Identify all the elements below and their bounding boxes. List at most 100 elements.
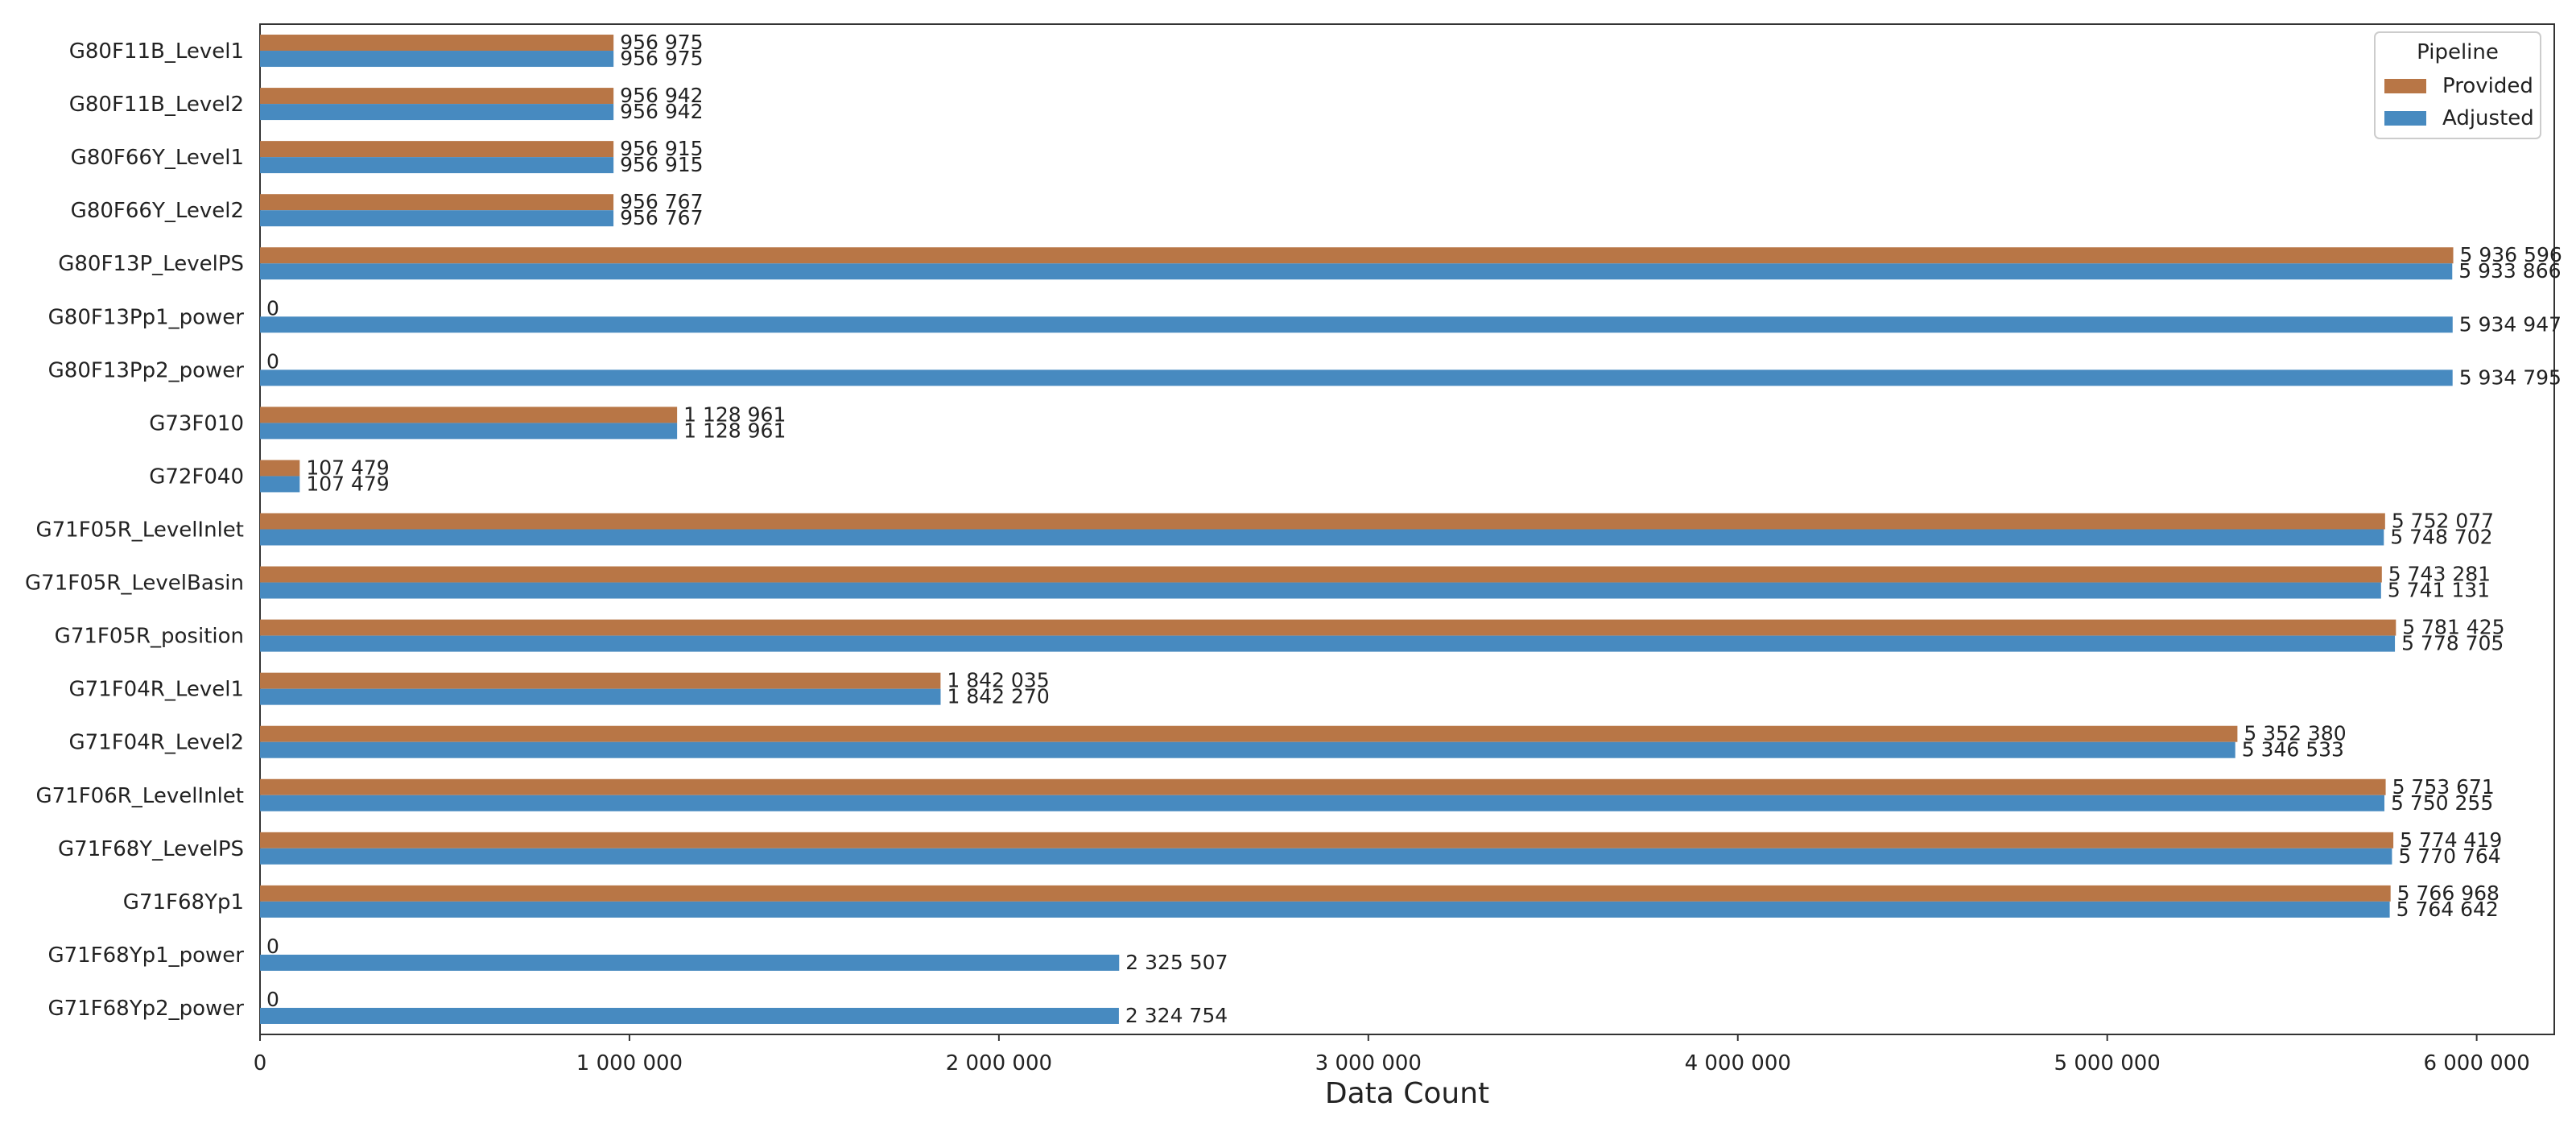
bar-adjusted [260,210,614,227]
bar-adjusted [260,901,2390,918]
x-tick-label: 6 000 000 [2423,1051,2529,1075]
value-label-provided: 0 [266,349,279,373]
bar-provided [260,88,614,105]
x-tick-label: 5 000 000 [2054,1051,2161,1075]
value-label-adjusted: 107 479 [306,472,389,495]
x-tick-label: 2 000 000 [946,1051,1052,1075]
bar-adjusted [260,954,1120,971]
value-label-adjusted: 5 764 642 [2396,898,2499,921]
value-label-provided: 5 352 380 [2244,722,2346,745]
category-label: G71F68Yp1 [123,890,244,914]
category-label: G80F13Pp1_power [48,305,245,329]
bar-adjusted [260,635,2396,652]
value-label-adjusted: 956 767 [620,206,703,229]
category-label: G71F06R_LevelInlet [35,784,244,808]
category-label: G71F05R_position [55,625,244,649]
value-label-adjusted: 5 748 702 [2390,526,2492,549]
legend-swatch-adjusted [2384,111,2426,126]
value-label-adjusted: 5 750 255 [2391,791,2493,815]
bar-adjusted [260,369,2453,386]
value-label-provided: 5 766 968 [2397,881,2500,905]
bar-provided [260,619,2396,636]
bar-provided [260,460,300,477]
category-label: G80F66Y_Level1 [71,146,244,170]
bar-adjusted [260,51,614,68]
bar-provided [260,35,614,52]
value-label-provided: 956 767 [620,190,703,213]
value-label-provided: 0 [266,296,279,320]
bar-provided [260,566,2382,583]
bar-adjusted [260,157,614,174]
value-label-provided: 5 936 596 [2460,243,2562,266]
category-label: G73F010 [149,411,244,436]
category-label: G80F66Y_Level2 [71,199,244,223]
bar-adjusted [260,688,941,705]
category-label: G71F68Yp1_power [47,943,244,968]
bar-adjusted [260,529,2384,546]
category-label: G71F05R_LevelBasin [25,572,244,596]
value-label-provided: 5 752 077 [2392,510,2494,533]
value-label-provided: 1 842 035 [947,669,1049,692]
value-label-provided: 0 [266,935,279,958]
x-tick-label: 0 [254,1051,267,1075]
category-label: G71F05R_LevelInlet [35,518,244,543]
value-label-adjusted: 2 325 507 [1125,951,1228,974]
bar-adjusted [260,423,678,440]
bar-adjusted [260,582,2381,599]
value-label-adjusted: 1 128 961 [683,419,786,442]
value-label-provided: 956 942 [620,84,703,107]
value-label-provided: 956 975 [620,31,703,54]
bar-adjusted [260,316,2453,333]
value-label-adjusted: 5 778 705 [2401,632,2504,655]
value-label-adjusted: 5 934 947 [2459,312,2562,336]
bar-provided [260,407,678,423]
value-label-provided: 956 915 [620,137,703,160]
bar-adjusted [260,263,2453,280]
x-axis-title: Data Count [1325,1077,1489,1110]
value-label-provided: 5 774 419 [2400,828,2502,852]
bar-adjusted [260,848,2392,865]
bar-adjusted [260,741,2235,758]
x-tick-label: 4 000 000 [1685,1051,1791,1075]
value-label-provided: 1 128 961 [683,402,786,426]
bar-adjusted [260,476,300,493]
x-tick-label: 3 000 000 [1315,1051,1422,1075]
bar-provided [260,832,2394,848]
value-label-adjusted: 2 324 754 [1125,1004,1228,1027]
bar-provided [260,725,2238,742]
category-label: G80F11B_Level1 [69,39,244,64]
value-label-adjusted: 5 346 533 [2242,738,2344,762]
bar-adjusted [260,104,614,121]
bar-provided [260,672,941,689]
value-label-adjusted: 5 934 795 [2459,365,2562,389]
category-label: G71F04R_Level1 [68,678,244,702]
legend-swatch-provided [2384,79,2426,93]
bar-provided [260,778,2386,795]
bar-provided [260,194,614,211]
bar-adjusted [260,1007,1119,1024]
value-label-provided: 0 [266,988,279,1011]
value-label-adjusted: 5 770 764 [2398,844,2500,868]
legend-label-adjusted: Adjusted [2442,106,2534,130]
value-label-adjusted: 956 915 [620,153,703,176]
category-label: G71F04R_Level2 [68,731,244,755]
value-label-adjusted: 5 933 866 [2458,259,2561,283]
x-tick-label: 1 000 000 [576,1051,683,1075]
category-label: G80F13P_LevelPS [58,252,244,276]
bar-provided [260,885,2391,902]
legend-title: Pipeline [2417,40,2499,64]
category-label: G80F11B_Level2 [69,93,244,117]
bar-provided [260,141,614,158]
category-label: G72F040 [149,464,244,489]
bar-adjusted [260,795,2385,811]
bar-provided [260,513,2385,530]
value-label-adjusted: 956 942 [620,100,703,123]
value-label-adjusted: 956 975 [620,47,703,70]
value-label-adjusted: 5 741 131 [2388,579,2490,602]
bar-provided [260,247,2454,264]
category-label: G71F68Y_LevelPS [58,837,244,861]
category-label: G71F68Yp2_power [47,997,244,1021]
legend-label-provided: Provided [2442,74,2533,98]
value-label-provided: 5 753 671 [2392,775,2495,799]
